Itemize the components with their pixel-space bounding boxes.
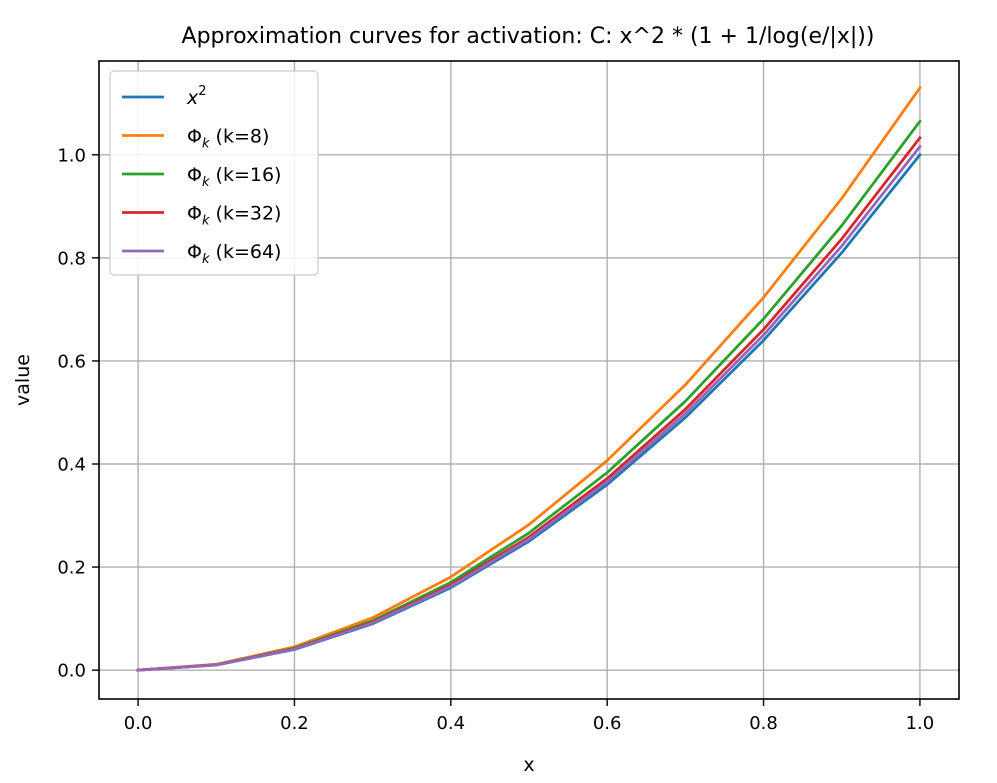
y-tick-label: 0.0 [57, 661, 86, 682]
x-tick-label: 0.2 [280, 713, 309, 734]
y-tick-label: 1.0 [57, 145, 86, 166]
y-axis: 0.0 0.2 0.4 0.6 0.8 1.0 [57, 145, 99, 682]
y-tick-label: 0.4 [57, 455, 86, 476]
legend-label: Φk (k=64) [187, 241, 281, 267]
x-axis-label: x [523, 754, 534, 776]
x-tick-label: 1.0 [906, 713, 935, 734]
plot-frame [98, 60, 960, 700]
x-tick-label: 0.6 [593, 713, 622, 734]
y-tick-label: 0.8 [57, 248, 86, 269]
legend-label: Φk (k=8) [187, 126, 269, 152]
y-tick-label: 0.6 [57, 351, 86, 372]
legend-item: Φk (k=16) [122, 164, 281, 190]
legend-label: Φk (k=32) [187, 203, 281, 229]
legend-item: Φk (k=32) [122, 203, 281, 229]
y-axis-label: value [12, 354, 34, 406]
x-tick-label: 0.8 [749, 713, 778, 734]
x-tick-label: 0.4 [436, 713, 465, 734]
y-tick-label: 0.2 [57, 558, 86, 579]
legend-box [109, 70, 319, 276]
legend-item: Φk (k=64) [122, 241, 281, 267]
chart-title: Approximation curves for activation: C: … [182, 24, 875, 49]
legend-label: x2 [186, 84, 207, 109]
series-line-4 [136, 144, 922, 672]
legend: x2 Φk (k=8) Φk (k=16) Φk (k=32) Φk (k=64) [109, 70, 319, 276]
legend-label: Φk (k=16) [187, 164, 281, 190]
x-tick-label: 0.0 [124, 713, 153, 734]
legend-item: x2 [122, 84, 207, 109]
legend-item: Φk (k=8) [122, 126, 269, 152]
x-axis: 0.0 0.2 0.4 0.6 0.8 1.0 [124, 699, 934, 734]
series-lines [136, 85, 922, 672]
